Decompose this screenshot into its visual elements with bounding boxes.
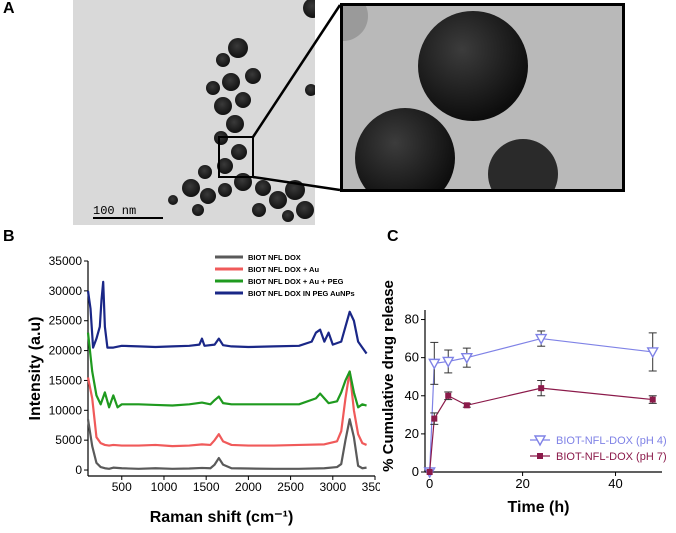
x-tick-label: 0 [426, 476, 433, 491]
legend-marker-2 [537, 453, 543, 459]
x-tick-label: 40 [608, 476, 622, 491]
x-tick-label: 3000 [319, 480, 346, 494]
x-axis-label: Time (h) [508, 499, 570, 516]
tem-zoom-inset [340, 3, 625, 192]
legend-label-3: BIOT NFL DOX + Au + PEG [248, 277, 344, 286]
y-tick-label: 5000 [55, 433, 82, 447]
y-tick-label: 40 [405, 388, 419, 403]
data-point-pH7 [431, 415, 438, 422]
y-tick-label: 0 [75, 463, 82, 477]
data-point-pH7 [538, 385, 545, 392]
series-line-3 [86, 332, 367, 409]
y-tick-label: 0 [412, 464, 419, 479]
legend-label-4: BIOT NFL DOX IN PEG AuNPs [248, 289, 355, 298]
data-point-pH4 [534, 333, 548, 346]
y-tick-label: 35000 [49, 254, 83, 268]
data-point-pH4 [460, 352, 474, 365]
x-tick-label: 2500 [277, 480, 304, 494]
data-point-pH4 [428, 358, 441, 370]
legend-label-2: BIOT NFL DOX + Au [248, 265, 319, 274]
scale-bar-label: 100 nm [93, 204, 136, 218]
y-tick-label: 30000 [49, 284, 83, 298]
series-line-2 [429, 387, 653, 473]
series-line-4 [86, 280, 368, 355]
x-tick-label: 1500 [193, 480, 220, 494]
legend-label-1: BIOT NFL DOX [248, 253, 301, 262]
y-tick-label: 10000 [49, 403, 83, 417]
release-chart: 0 20 40 0 20 40 60 80 Time (h) % Cumulative drug … [380, 280, 667, 516]
data-point-pH7 [426, 469, 433, 475]
zoom-particles [343, 6, 558, 189]
panel-label-b: B [3, 228, 15, 245]
y-tick-label: 60 [405, 350, 419, 365]
x-tick-label: 500 [112, 480, 132, 494]
data-point-pH7 [463, 402, 470, 409]
x-axis-label: Raman shift (cm⁻¹) [150, 509, 294, 526]
data-point-pH4 [442, 356, 455, 368]
x-tick-label: 1000 [151, 480, 178, 494]
series-line-1 [429, 337, 653, 473]
x-tick-label: 2000 [235, 480, 262, 494]
y-axis-label: Intensity (a.u) [27, 316, 44, 420]
zoom-connector-lines [251, 4, 342, 192]
legend-marker-1 [533, 435, 547, 447]
legend-label-2: BIOT-NFL-DOX (pH 7) [556, 451, 667, 463]
x-tick-label: 20 [515, 476, 529, 491]
data-point-pH7 [445, 392, 452, 399]
series-line-1 [86, 418, 367, 470]
legend-label-1: BIOT-NFL-DOX (pH 4) [556, 435, 667, 447]
raman-chart: 5001000150020002500300035000500010000150… [27, 253, 380, 526]
series-line-2 [86, 370, 367, 448]
y-tick-label: 25000 [49, 314, 83, 328]
panel-label-a: A [3, 0, 15, 17]
y-tick-label: 20 [405, 426, 419, 441]
data-point-pH7 [649, 396, 656, 403]
y-axis-label: % Cumulative drug release [380, 280, 397, 472]
x-tick-label: 3500 [362, 480, 380, 494]
data-point-pH4 [646, 347, 659, 359]
y-tick-label: 80 [405, 312, 419, 327]
y-tick-label: 15000 [49, 373, 83, 387]
y-tick-label: 20000 [49, 344, 83, 358]
panel-label-c: C [387, 228, 399, 245]
tem-particles: 100 nm [93, 0, 315, 222]
tem-micrograph: 100 nm [73, 0, 315, 225]
